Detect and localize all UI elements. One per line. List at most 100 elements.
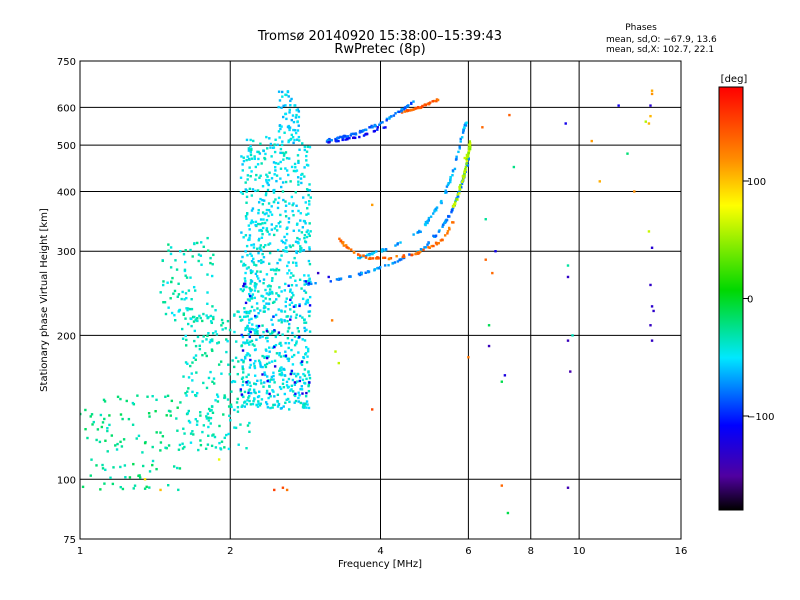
echo-point [299,212,302,215]
echo-point [295,342,298,345]
echo-point [271,323,274,326]
echo-point [184,361,188,364]
echo-point [215,333,219,336]
echo-point [291,390,295,393]
echo-point [121,487,125,491]
echo-point [249,288,252,291]
echo-point [434,234,438,237]
echo-point [392,114,396,117]
echo-point [229,419,232,422]
echo-point [422,248,425,251]
echo-point [287,173,290,177]
echo-point [243,405,246,408]
echo-point [255,283,258,286]
echo-point [169,297,172,300]
echo-point [297,351,300,354]
echo-point [445,185,449,188]
echo-point [376,128,379,131]
echo-point [247,396,250,399]
echo-point [199,439,202,442]
echo-point [216,342,219,345]
echo-point [290,118,293,122]
echo-point [194,344,198,348]
echo-point [360,130,364,133]
echo-point [254,391,257,395]
echo-point [246,325,249,329]
echo-point [284,167,287,170]
echo-point [384,248,388,251]
echo-point [297,209,300,213]
echo-point [189,276,192,279]
echo-point [286,272,289,275]
echo-point [305,159,308,162]
echo-point [368,126,371,129]
echo-point [369,257,372,260]
echo-point [403,110,406,113]
echo-point [463,169,467,172]
echo-point [287,217,291,220]
echo-point [305,150,309,153]
echo-point [198,314,201,318]
echo-point [287,140,290,144]
echo-point [183,432,186,435]
y-tick-label: 400 [57,187,76,198]
echo-point [191,390,194,394]
echo-point [291,331,294,335]
echo-point [162,280,165,283]
echo-point [223,446,226,449]
echo-point [227,447,231,451]
echo-point [241,255,244,259]
echo-point [291,135,295,139]
echo-point [303,280,306,283]
echo-point [287,95,290,98]
echo-point [306,207,309,210]
echo-point [202,381,205,385]
echo-point [291,355,294,359]
echo-point [251,323,254,326]
echo-point [185,276,189,279]
echo-point [245,217,248,220]
echo-point [278,353,281,357]
echo-point [297,396,300,400]
echo-point [253,332,257,335]
echo-point [262,260,265,264]
echo-point [272,191,276,194]
echo-point [298,304,301,308]
echo-point [236,410,240,413]
echo-point [250,295,253,298]
echo-point [264,401,268,404]
echo-point [274,138,277,141]
echo-point [300,363,304,366]
echo-point [272,378,275,381]
echo-point [184,260,187,264]
echo-point [387,264,390,267]
echo-point [243,342,247,345]
echo-point [302,372,305,376]
echo-point [374,257,378,260]
echo-point [283,131,286,134]
echo-point [302,404,305,407]
echo-point [342,244,346,247]
echo-point [398,258,401,262]
echo-point [278,385,282,389]
echo-point [435,206,439,209]
echo-point [169,266,173,269]
echo-point [264,244,267,247]
echo-point [261,198,264,202]
echo-point [167,444,171,447]
echo-point [280,106,283,109]
echo-point [244,250,247,253]
echo-point [447,226,451,230]
echo-point [286,90,290,93]
echo-point [187,387,190,390]
echo-point [286,357,289,360]
echo-point [259,309,262,312]
echo-point [258,336,262,339]
echo-point [250,170,253,173]
echo-point [295,169,299,172]
echo-point [566,275,570,279]
echo-point [306,355,309,358]
echo-point [189,248,192,252]
echo-point [247,149,251,152]
echo-point [284,300,288,303]
